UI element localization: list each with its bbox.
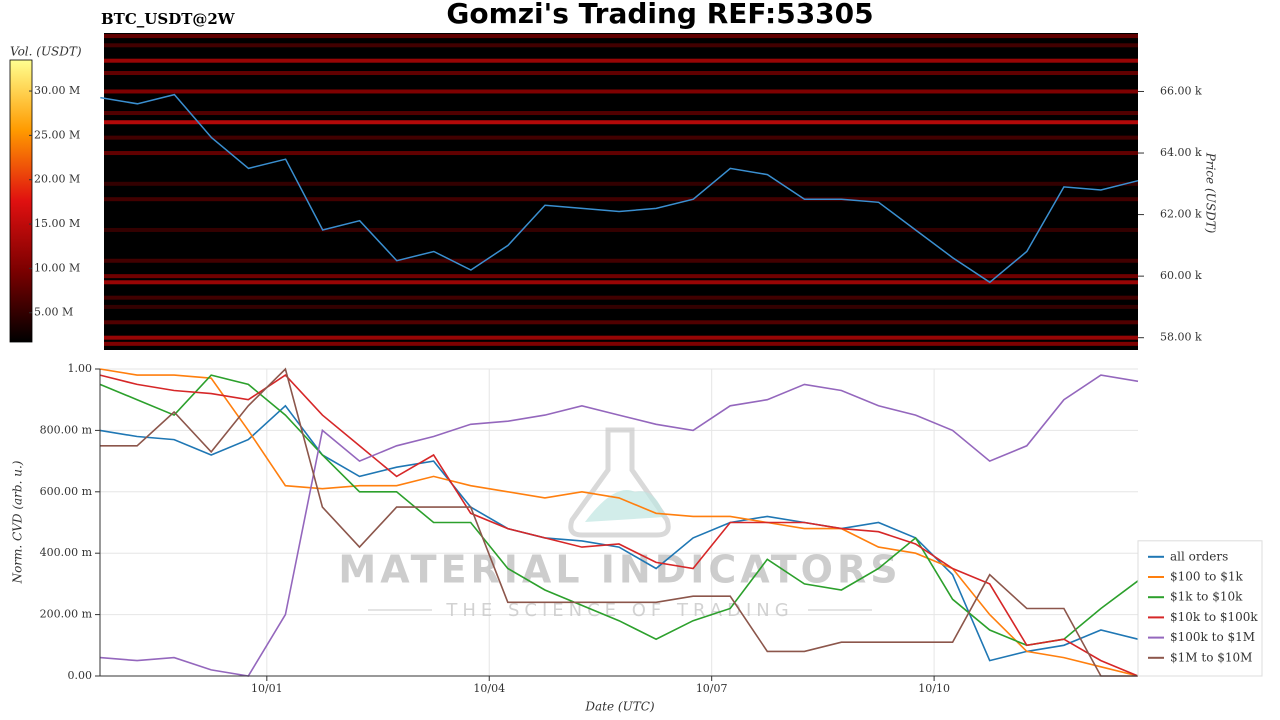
price-line	[100, 93, 1139, 284]
legend: all orders $100 to $1k $1k to $10k $10k to …	[1137, 540, 1263, 677]
symbol-label: BTC_USDT@2W	[101, 10, 236, 28]
y-tick-label: 62.00 k	[1160, 208, 1202, 221]
colorbar-tick-label: 30.00 M	[34, 84, 80, 97]
heatmap-band	[104, 43, 1138, 48]
heatmap-band	[104, 274, 1138, 279]
heatmap-band	[104, 320, 1138, 325]
heatmap-band	[104, 151, 1138, 156]
y-tick-label: 800.00 m	[40, 423, 93, 436]
x-tick-label: 10/01	[251, 682, 283, 695]
legend-label: $100 to $1k	[1170, 570, 1243, 584]
series-line	[100, 367, 1138, 677]
colorbar-tick-label: 10.00 M	[34, 261, 80, 274]
colorbar-label: Vol. (USDT)	[10, 45, 82, 59]
heatmap-background	[104, 33, 1138, 350]
y-tick-label: 64.00 k	[1160, 146, 1202, 159]
heatmap-band	[104, 34, 1138, 39]
watermark-title: MATERIAL INDICATORS	[338, 548, 901, 592]
cvd-axis-label: Norm. CVD (arb. u.)	[11, 460, 25, 584]
legend-label: all orders	[1170, 549, 1228, 563]
x-tick-label: 10/04	[473, 682, 505, 695]
y-tick-label: 200.00 m	[40, 608, 93, 621]
x-axis-label: Date (UTC)	[584, 700, 654, 714]
series-line	[99, 374, 1139, 677]
x-tick-label: 10/10	[918, 682, 950, 695]
y-tick-label: 0.00	[68, 669, 93, 682]
heatmap-band	[104, 295, 1138, 300]
colorbar-tick-label: 15.00 M	[34, 217, 80, 230]
heatmap-band	[104, 58, 1138, 63]
watermark-icon-fill	[585, 490, 665, 522]
y-tick-label: 58.00 k	[1160, 331, 1202, 344]
series-line	[99, 404, 1139, 662]
y-tick-label: 66.00 k	[1160, 84, 1202, 97]
chart-title: Gomzi's Trading REF:53305	[446, 0, 873, 30]
price-axis-label: Price (USDT)	[1204, 152, 1218, 234]
watermark-subtitle: THE SCIENCE OF TRADING	[445, 600, 793, 621]
y-tick-label: 600.00 m	[40, 485, 93, 498]
heatmap-band	[104, 89, 1138, 94]
x-tick-label: 10/07	[696, 682, 728, 695]
y-tick-label: 400.00 m	[40, 546, 93, 559]
y-tick-label: 60.00 k	[1160, 269, 1202, 282]
heatmap-band	[104, 120, 1138, 125]
heatmap-band	[104, 71, 1138, 76]
watermark-icon	[568, 427, 671, 538]
watermark: MATERIAL INDICATORS THE SCIENCE OF TRADIN…	[338, 427, 901, 621]
legend-label: $100k to $1M	[1170, 630, 1255, 644]
heatmap-band	[104, 111, 1138, 116]
heatmap-band	[104, 335, 1138, 340]
heatmap-band	[104, 280, 1138, 285]
colorbar-tick-label: 25.00 M	[34, 128, 80, 141]
plot-background	[100, 369, 1138, 676]
series-line	[99, 368, 1139, 677]
series-line	[99, 374, 1139, 677]
colorbar-tick-label: 5.00 M	[34, 306, 73, 319]
heatmap-band	[104, 258, 1138, 263]
legend-box	[1137, 540, 1263, 677]
heatmap-band	[104, 341, 1138, 346]
y-tick-label: 1.00	[68, 362, 93, 375]
heatmap-band	[104, 304, 1138, 309]
legend-label: $1k to $10k	[1170, 590, 1243, 604]
heatmap-band	[104, 181, 1138, 186]
heatmap-band	[104, 197, 1138, 202]
heatmap-band	[104, 135, 1138, 140]
heatmap-band	[104, 227, 1138, 232]
legend-label: $10k to $100k	[1170, 610, 1258, 624]
colorbar-tick-label: 20.00 M	[34, 173, 80, 186]
series-line	[99, 374, 1139, 647]
colorbar	[9, 59, 33, 343]
legend-label: $1M to $10M	[1170, 650, 1252, 664]
